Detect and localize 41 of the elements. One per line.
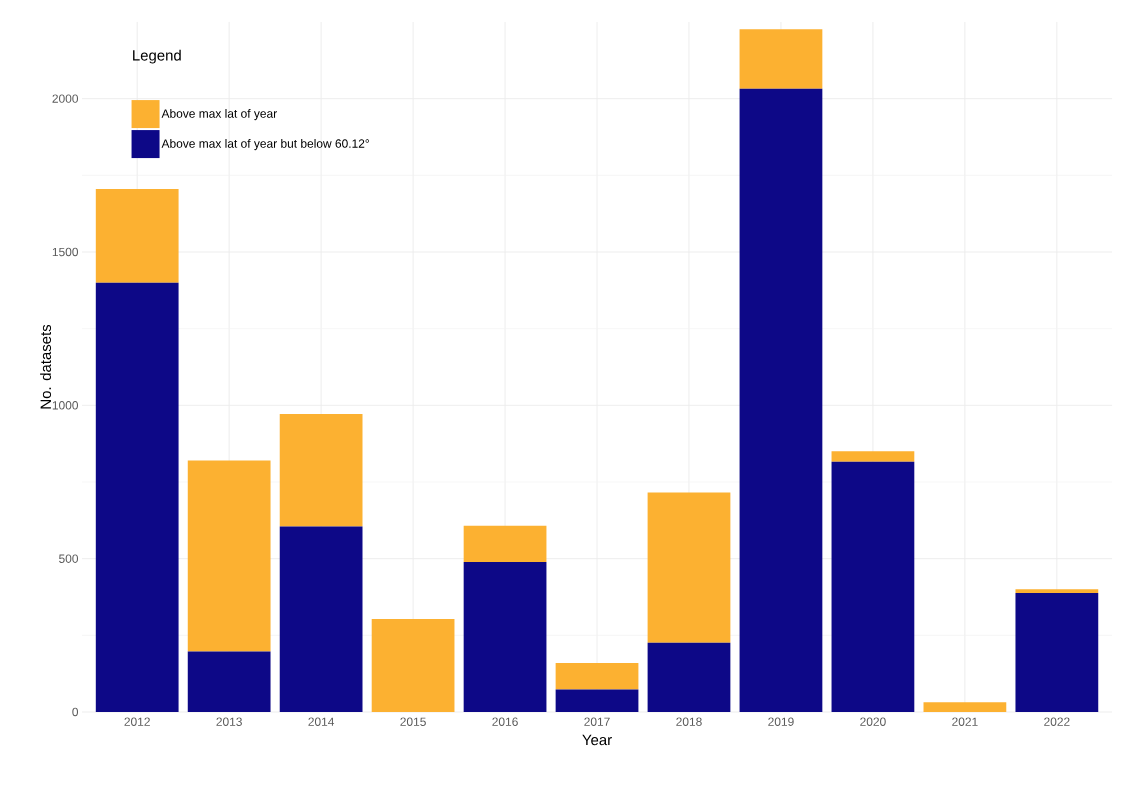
x-tick-label: 2015 bbox=[400, 717, 426, 726]
bar bbox=[923, 702, 1007, 712]
bar bbox=[463, 562, 547, 712]
bar bbox=[371, 619, 455, 712]
x-tick-label: 2014 bbox=[308, 717, 335, 726]
bar bbox=[831, 461, 915, 712]
x-tick-label: 2017 bbox=[584, 717, 610, 726]
bar bbox=[95, 282, 179, 712]
bar bbox=[1015, 589, 1099, 593]
legend-title: Legend bbox=[133, 49, 181, 64]
bar bbox=[463, 525, 547, 563]
x-tick-label: 2019 bbox=[768, 717, 794, 726]
bar bbox=[279, 413, 363, 527]
x-tick-label: 2022 bbox=[1044, 717, 1070, 726]
bar bbox=[279, 526, 363, 712]
x-tick-label: 2016 bbox=[492, 717, 518, 726]
bar bbox=[187, 460, 271, 652]
x-tick-label: 2020 bbox=[860, 717, 886, 726]
bar bbox=[555, 689, 639, 712]
y-tick-label: 1000 bbox=[52, 401, 79, 410]
x-tick-label: 2021 bbox=[952, 717, 978, 726]
bar bbox=[647, 642, 731, 712]
bar bbox=[1015, 593, 1099, 712]
x-tick-label: 2018 bbox=[676, 717, 702, 726]
bar bbox=[555, 662, 639, 690]
x-tick-label: 2012 bbox=[124, 717, 150, 726]
bar bbox=[187, 651, 271, 712]
x-tick-label: 2013 bbox=[216, 717, 242, 726]
x-axis-title: Year bbox=[582, 734, 612, 746]
bar bbox=[831, 451, 915, 462]
y-axis-title: No. datasets bbox=[40, 324, 52, 409]
bar bbox=[739, 88, 823, 712]
bar bbox=[739, 29, 823, 89]
y-tick-label: 500 bbox=[59, 554, 79, 563]
y-tick-label: 0 bbox=[72, 707, 79, 717]
legend-label: Above max lat of year bbox=[161, 109, 277, 121]
legend-label: Above max lat of year but below 60.12° bbox=[161, 139, 369, 151]
bar bbox=[95, 189, 179, 283]
y-tick-label: 1500 bbox=[52, 247, 79, 257]
y-tick-label: 2000 bbox=[52, 94, 79, 103]
bar bbox=[647, 492, 731, 643]
